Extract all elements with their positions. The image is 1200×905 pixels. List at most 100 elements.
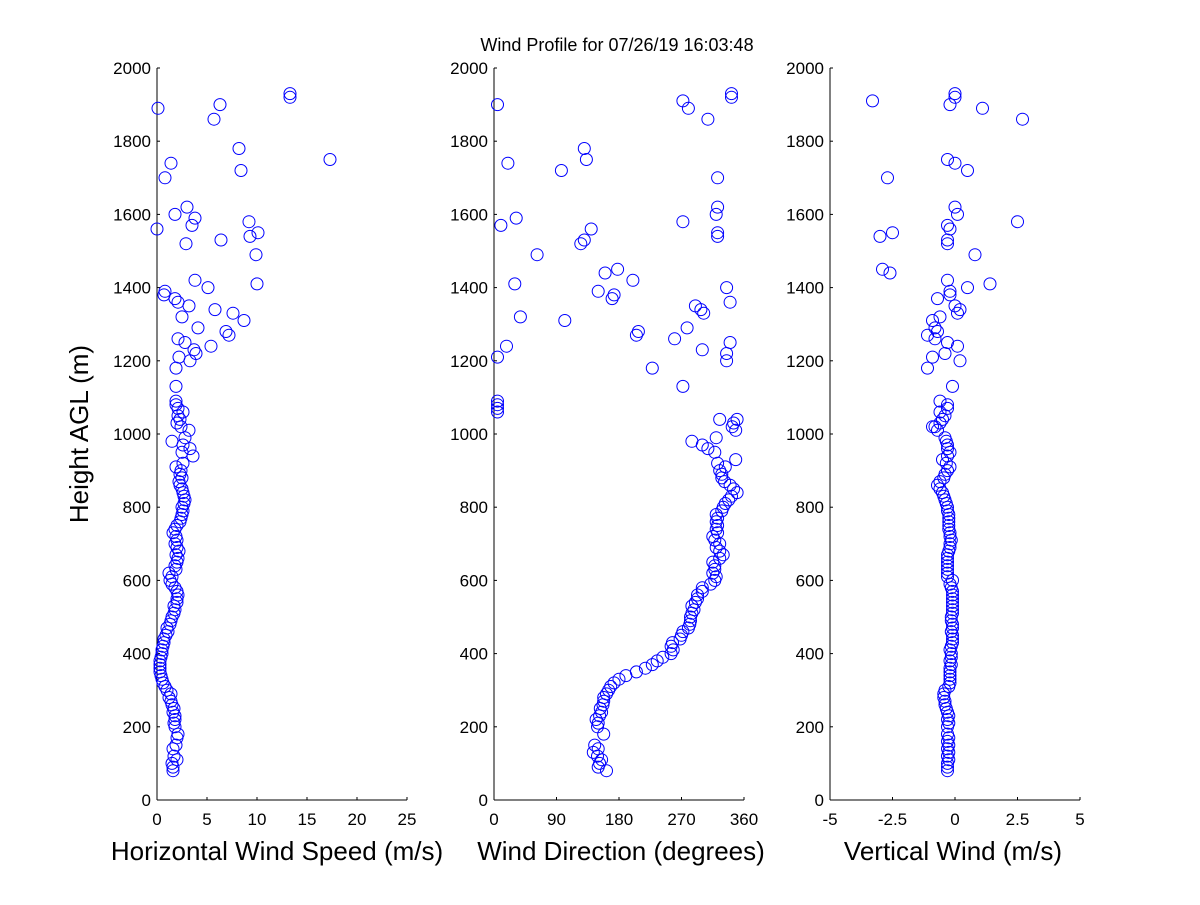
x-tick-label: 0	[489, 810, 498, 829]
x-tick-label: 90	[547, 810, 566, 829]
data-point	[933, 475, 947, 489]
data-point	[598, 266, 612, 280]
data-point	[232, 142, 246, 155]
data-point	[711, 229, 725, 243]
data-point	[176, 456, 190, 470]
data-point	[946, 592, 959, 606]
data-point	[586, 745, 600, 759]
data-point	[153, 665, 167, 679]
data-point	[501, 156, 515, 170]
data-point	[948, 87, 962, 101]
data-point	[607, 676, 621, 690]
data-point	[491, 98, 504, 112]
data-point	[491, 394, 504, 408]
data-point	[178, 431, 192, 445]
data-point	[612, 672, 626, 686]
data-point	[941, 401, 954, 415]
data-point	[597, 727, 611, 741]
data-point	[943, 577, 957, 591]
data-point	[171, 409, 185, 423]
data-point	[500, 339, 513, 353]
data-point	[166, 526, 180, 540]
data-point	[943, 530, 957, 543]
data-point	[711, 456, 725, 470]
data-point	[491, 401, 504, 415]
y-tick-label: 0	[142, 791, 151, 810]
data-point	[201, 281, 215, 295]
data-point	[323, 153, 337, 166]
data-point	[943, 460, 957, 474]
data-point	[685, 434, 699, 448]
data-point	[946, 636, 959, 650]
data-point	[249, 248, 263, 262]
data-point	[167, 749, 181, 763]
data-point	[175, 310, 189, 324]
data-point	[222, 328, 236, 342]
data-point	[491, 398, 504, 412]
data-point	[706, 555, 720, 569]
x-tick-label: 0	[152, 810, 161, 829]
data-point	[175, 500, 189, 514]
data-point	[943, 665, 957, 679]
panel-1: 0 200 400 600 800 1000 1200 1400 1600 1800 2000 0 5 1…	[64, 59, 443, 866]
data-point	[558, 314, 572, 327]
data-point	[946, 573, 959, 587]
panel-3: 0 200 400 600 800 1000 1200 1400 1600 1800 2000 -5 -…	[786, 59, 1085, 866]
data-point	[723, 295, 737, 309]
data-point	[866, 94, 879, 108]
data-point	[946, 603, 959, 617]
data-point	[283, 87, 297, 101]
data-point	[976, 101, 989, 115]
y-tick-label: 1200	[786, 352, 824, 371]
y-tick-label: 200	[796, 718, 824, 737]
data-point	[638, 661, 652, 675]
data-point	[234, 164, 248, 177]
data-point	[718, 475, 732, 489]
data-point	[491, 350, 504, 364]
data-point	[933, 405, 947, 419]
data-point	[720, 354, 734, 368]
data-point	[943, 669, 957, 683]
data-point	[928, 321, 942, 335]
data-point	[946, 595, 959, 609]
data-point	[921, 328, 934, 342]
data-point	[491, 405, 504, 419]
data-point	[713, 544, 727, 558]
data-point	[942, 515, 956, 529]
y-tick-label: 1200	[450, 352, 488, 371]
data-point	[944, 650, 958, 664]
data-point	[948, 200, 962, 214]
data-point	[968, 248, 982, 262]
data-point	[170, 595, 184, 609]
data-point	[169, 460, 183, 474]
x-tick-label: 5	[202, 810, 211, 829]
data-point	[727, 482, 741, 496]
data-point	[250, 277, 264, 291]
data-point	[170, 519, 184, 532]
data-point	[164, 156, 178, 170]
data-point	[941, 705, 954, 719]
data-point	[941, 566, 954, 580]
data-point	[938, 493, 952, 507]
data-point	[938, 683, 952, 697]
data-point	[597, 694, 611, 708]
data-point	[720, 347, 734, 360]
data-point	[943, 541, 957, 554]
data-point	[951, 339, 964, 353]
data-point	[168, 537, 182, 551]
data-point	[170, 584, 184, 598]
data-point	[178, 336, 192, 349]
data-point	[943, 676, 957, 690]
y-tick-label: 1600	[786, 205, 824, 224]
data-point	[946, 588, 959, 602]
data-point	[941, 237, 954, 251]
data-point	[167, 702, 181, 715]
data-point	[936, 412, 949, 426]
data-point	[283, 90, 297, 104]
data-point	[213, 98, 227, 112]
x-tick-label: 0	[950, 810, 959, 829]
data-point	[169, 398, 183, 412]
data-point	[183, 354, 197, 368]
